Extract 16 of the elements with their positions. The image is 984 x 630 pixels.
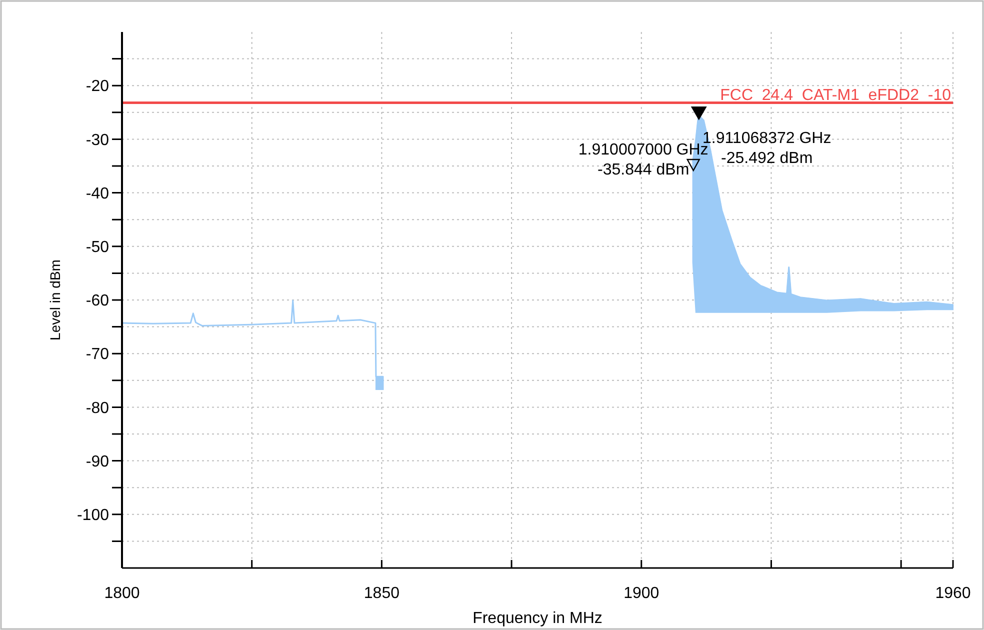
y-tick-label: -100	[76, 507, 110, 524]
y-tick-label: -20	[86, 78, 110, 96]
x-tick-label: 1900	[624, 585, 660, 602]
x-tick-label: 1960	[935, 585, 971, 602]
x-tick-label: 1850	[364, 585, 400, 602]
ref-line-label: FCC 24.4 CAT-M1 eFDD2 -10	[720, 86, 952, 104]
x-tick-label: 1800	[104, 585, 140, 602]
y-axis-title: Level in dBm	[47, 260, 63, 340]
y-tick-label: -70	[86, 346, 110, 364]
y-tick-label: -40	[86, 185, 110, 202]
y-tick-label: -80	[86, 400, 110, 417]
x-axis-title: Frequency in MHz	[472, 610, 602, 627]
y-tick-label: -90	[86, 453, 110, 470]
y-tick-label: -60	[86, 292, 110, 310]
y-tick-label: -30	[86, 132, 110, 149]
y-tick-label: -50	[86, 239, 110, 256]
